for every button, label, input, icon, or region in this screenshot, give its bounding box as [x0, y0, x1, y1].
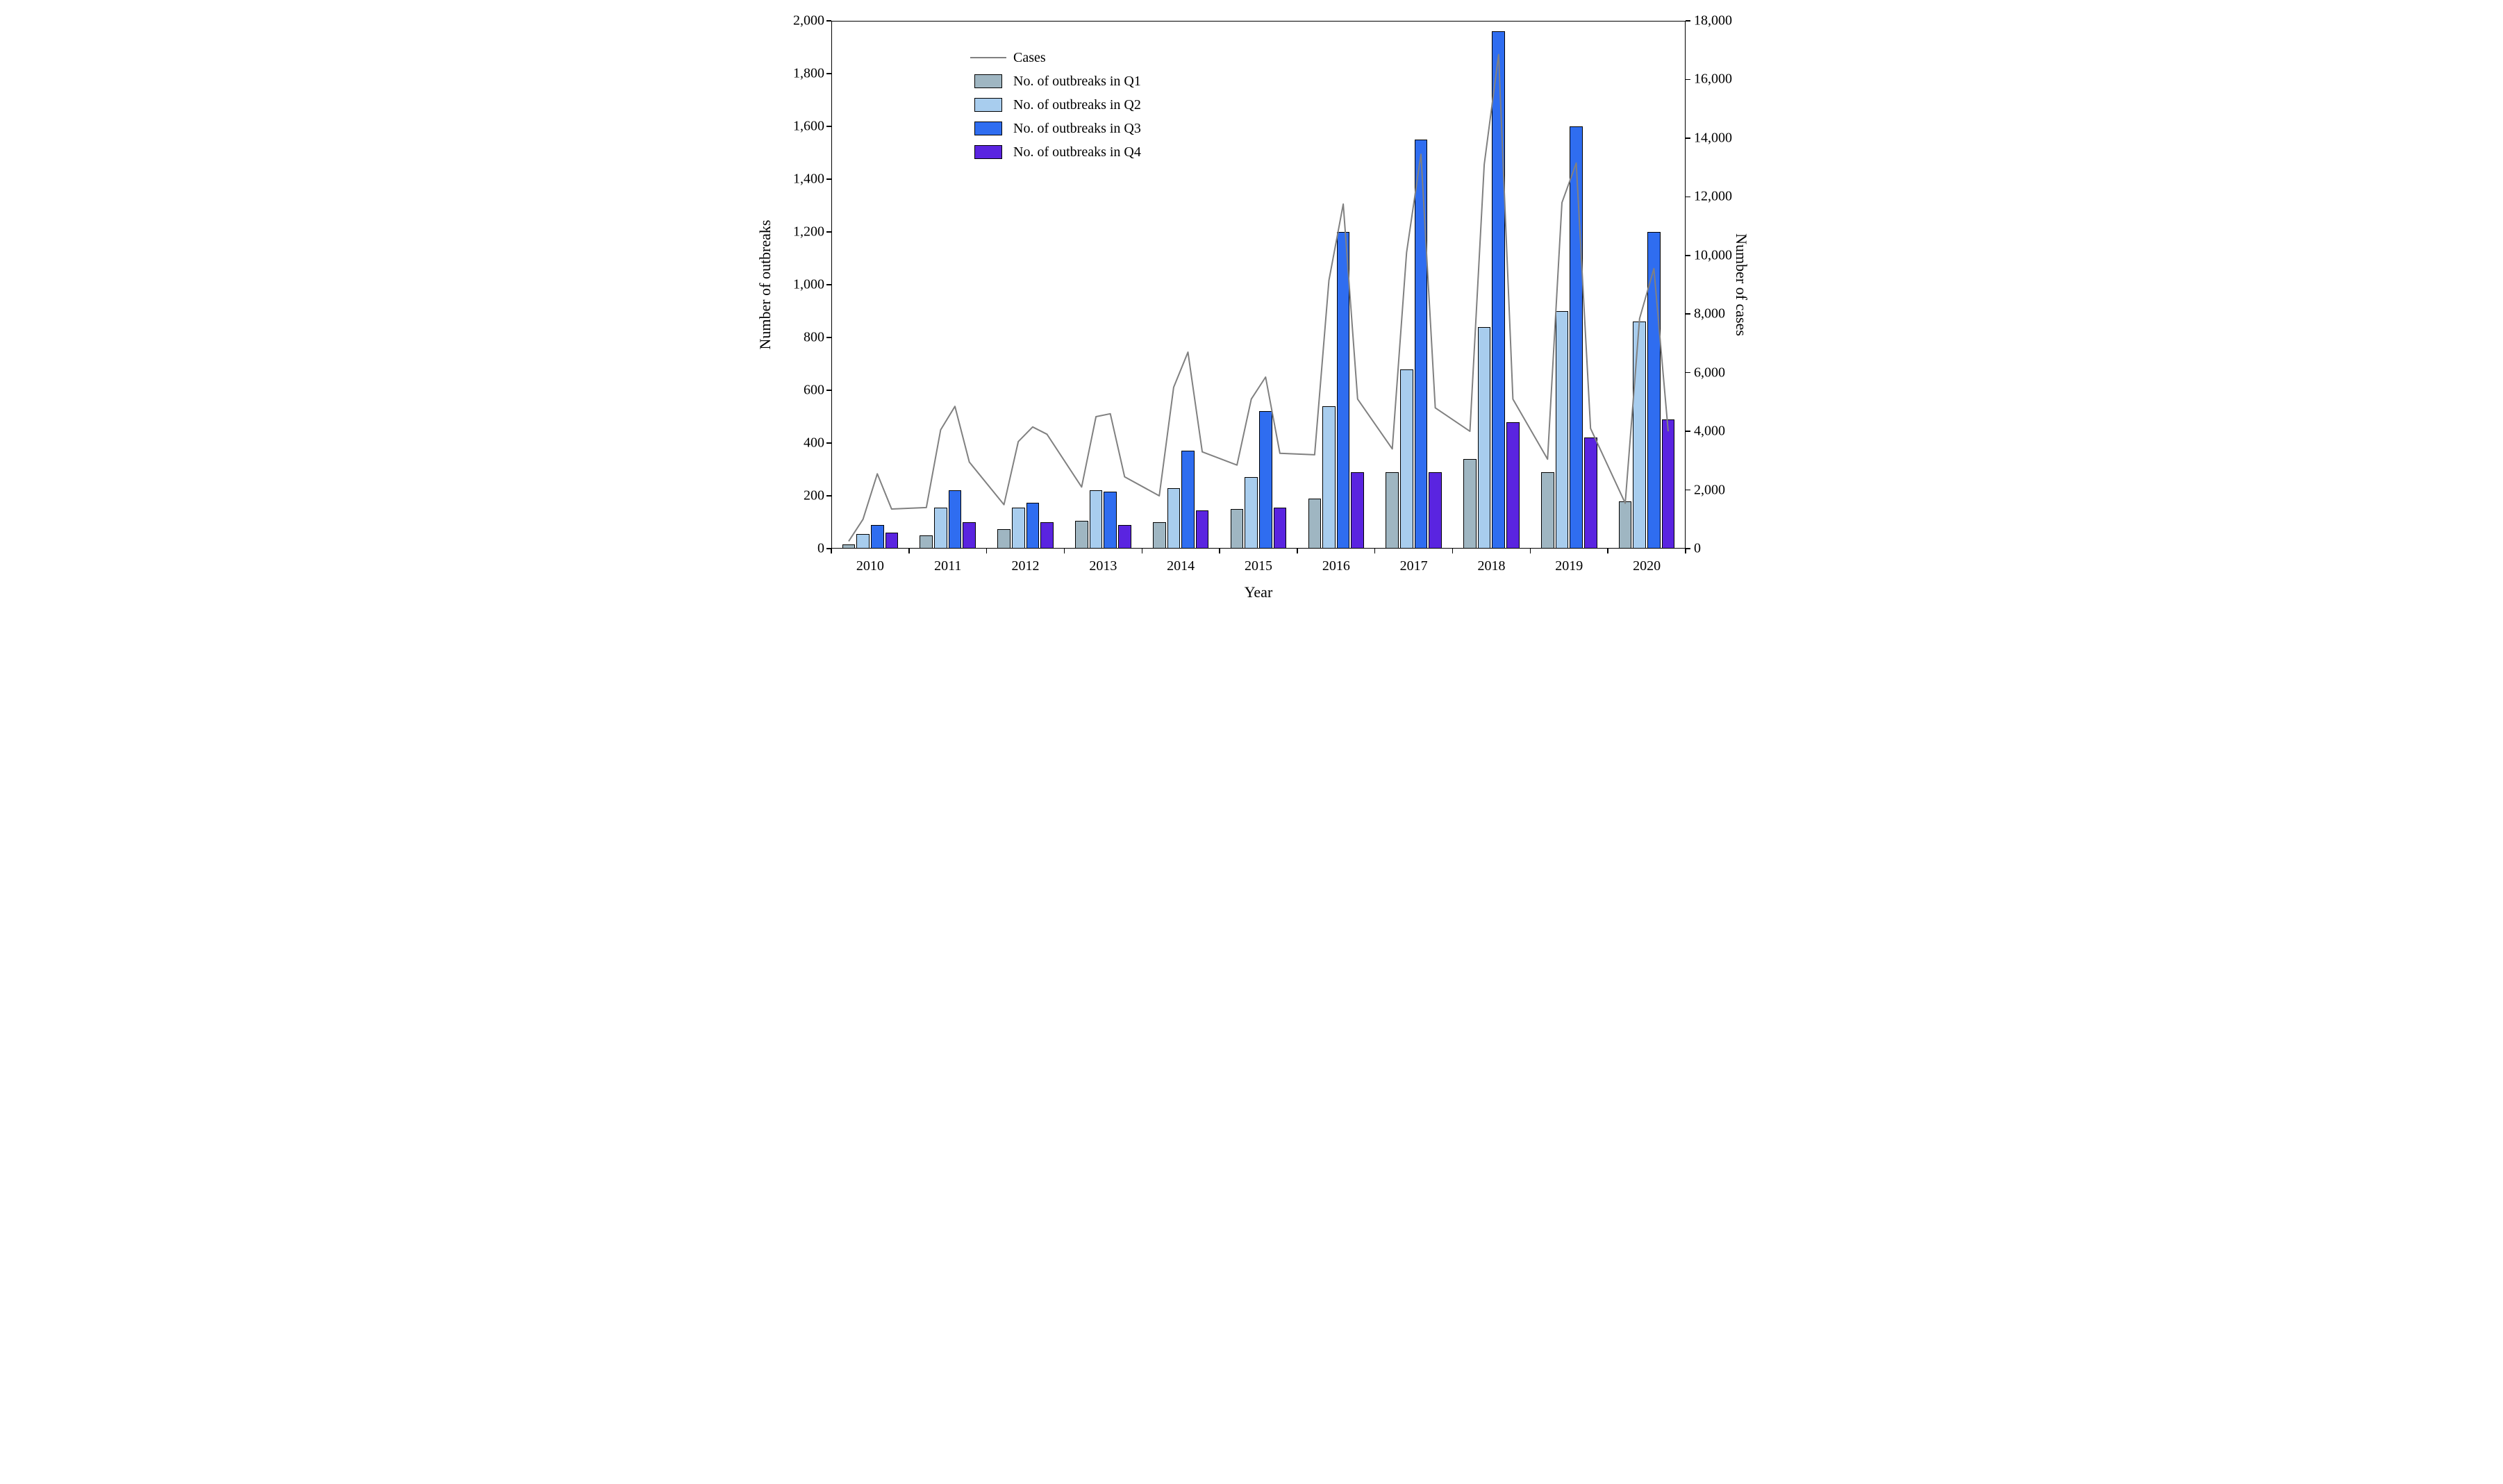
bar	[1478, 327, 1491, 549]
bar	[1104, 492, 1117, 549]
y-left-tick-label: 1,400	[786, 172, 824, 187]
bar	[934, 508, 947, 549]
bar	[1662, 419, 1675, 549]
outbreaks-chart: Number of outbreaks Number of cases Year…	[751, 14, 1752, 608]
x-axis-title: Year	[1245, 583, 1273, 601]
legend-item: Cases	[970, 49, 1141, 67]
bar	[1012, 508, 1025, 549]
bar	[997, 529, 1011, 549]
bar	[1308, 499, 1322, 549]
y-right-tick-label: 16,000	[1694, 72, 1732, 87]
y-left-axis-title: Number of outbreaks	[756, 220, 774, 350]
legend: Cases No. of outbreaks in Q1 No. of outbre…	[970, 49, 1141, 167]
bar	[871, 525, 884, 549]
y-left-tick-label: 0	[786, 541, 824, 557]
bar	[1337, 232, 1350, 549]
bar	[1584, 437, 1597, 549]
x-tick-label: 2015	[1245, 558, 1272, 574]
y-right-tick-label: 4,000	[1694, 424, 1725, 440]
bar	[1619, 501, 1632, 549]
y-left-tick-label: 1,000	[786, 277, 824, 293]
bar	[1570, 126, 1583, 549]
legend-label: No. of outbreaks in Q1	[1013, 74, 1141, 90]
legend-item: No. of outbreaks in Q3	[970, 119, 1141, 137]
y-left-tick-label: 600	[786, 383, 824, 399]
legend-item: No. of outbreaks in Q2	[970, 96, 1141, 114]
bar	[1118, 525, 1131, 549]
bar	[1090, 490, 1103, 549]
y-right-tick-label: 2,000	[1694, 482, 1725, 498]
y-left-tick-label: 1,800	[786, 66, 824, 82]
bar	[1153, 522, 1166, 549]
bar	[1075, 521, 1088, 549]
legend-label: No. of outbreaks in Q2	[1013, 97, 1141, 113]
bar	[1231, 509, 1244, 549]
y-right-tick-label: 6,000	[1694, 365, 1725, 381]
y-left-tick-label: 1,200	[786, 224, 824, 240]
bar	[1259, 411, 1272, 549]
bar	[1040, 522, 1054, 549]
bar	[1541, 472, 1554, 549]
x-tick-label: 2017	[1400, 558, 1428, 574]
bar	[1633, 322, 1646, 549]
y-right-tick-label: 0	[1694, 541, 1701, 557]
bar	[885, 533, 899, 549]
x-tick-label: 2020	[1633, 558, 1661, 574]
bar	[949, 490, 962, 549]
x-tick-label: 2019	[1555, 558, 1583, 574]
y-right-tick-label: 8,000	[1694, 306, 1725, 322]
y-left-tick-label: 200	[786, 488, 824, 504]
x-tick-label: 2010	[856, 558, 884, 574]
y-right-tick-label: 14,000	[1694, 130, 1732, 146]
bar	[856, 534, 870, 549]
x-tick-label: 2012	[1012, 558, 1040, 574]
y-right-tick-label: 12,000	[1694, 189, 1732, 205]
bar	[1386, 472, 1399, 549]
y-right-tick-label: 10,000	[1694, 247, 1732, 263]
y-left-tick-label: 800	[786, 330, 824, 346]
bar	[963, 522, 976, 549]
y-left-tick-label: 2,000	[786, 13, 824, 29]
legend-label: Cases	[1013, 50, 1046, 66]
x-tick-label: 2018	[1477, 558, 1505, 574]
bar	[1026, 503, 1040, 549]
y-left-tick-label: 400	[786, 435, 824, 451]
bar	[842, 544, 856, 549]
y-right-tick-label: 18,000	[1694, 13, 1732, 29]
legend-label: No. of outbreaks in Q3	[1013, 121, 1141, 137]
bar	[1351, 472, 1364, 549]
bar	[1196, 510, 1209, 549]
y-right-axis-title: Number of cases	[1732, 233, 1750, 336]
bar	[1167, 488, 1181, 549]
bar	[1415, 140, 1428, 549]
bar	[1506, 422, 1520, 549]
bar	[1463, 459, 1477, 549]
bar	[1556, 311, 1569, 549]
bar	[920, 535, 933, 549]
x-tick-label: 2013	[1089, 558, 1117, 574]
legend-label: No. of outbreaks in Q4	[1013, 144, 1141, 160]
y-left-tick-label: 1,600	[786, 119, 824, 135]
bar	[1274, 508, 1287, 549]
x-tick-label: 2016	[1322, 558, 1350, 574]
bar	[1322, 406, 1336, 549]
bar	[1400, 369, 1413, 549]
bar	[1647, 232, 1661, 549]
bar	[1429, 472, 1442, 549]
bar	[1492, 31, 1505, 549]
bar	[1181, 451, 1195, 549]
bar	[1245, 477, 1258, 549]
x-tick-label: 2011	[934, 558, 961, 574]
x-tick-label: 2014	[1167, 558, 1195, 574]
legend-item: No. of outbreaks in Q4	[970, 143, 1141, 161]
legend-item: No. of outbreaks in Q1	[970, 72, 1141, 90]
